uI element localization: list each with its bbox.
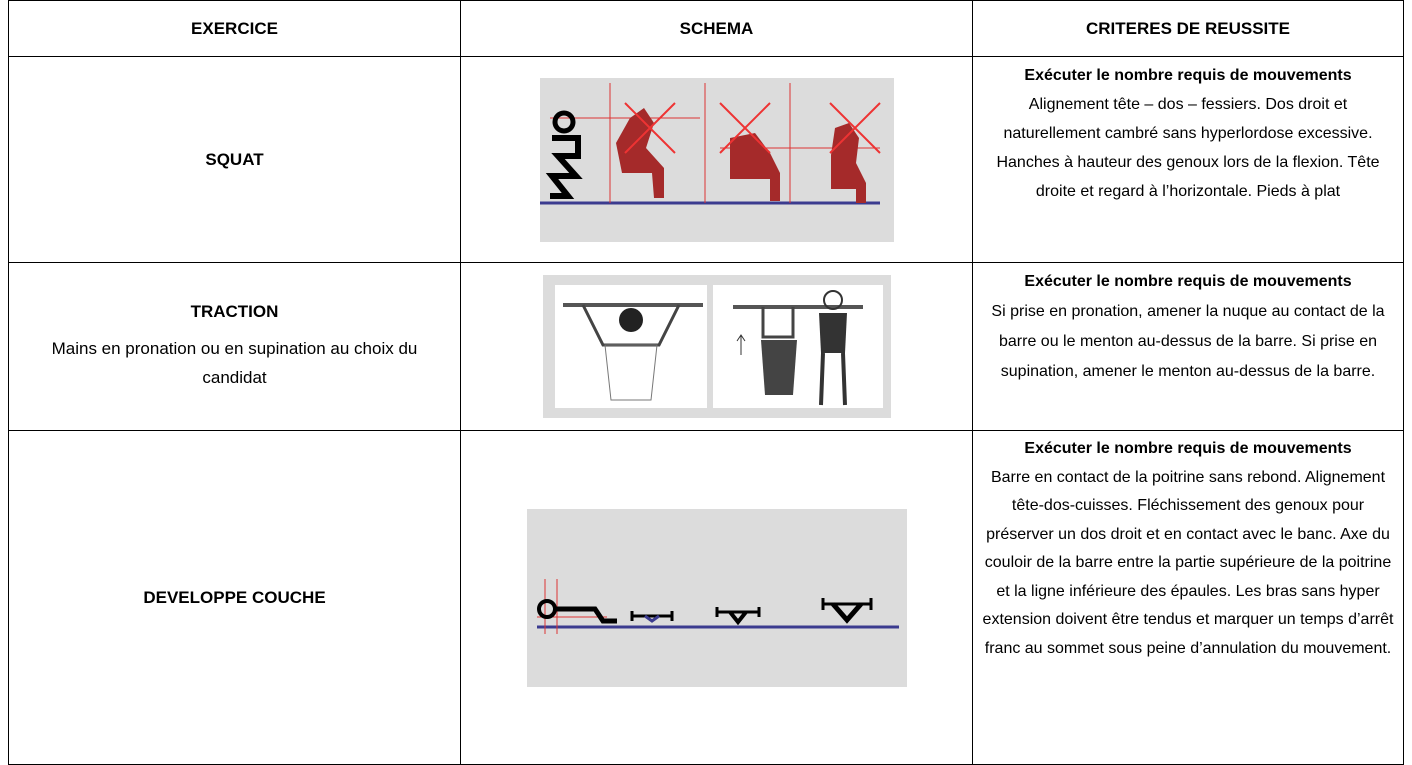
exercise-title: TRACTION xyxy=(190,301,279,321)
criteria-title: Exécuter le nombre requis de mouvements xyxy=(1024,67,1352,84)
criteria-title: Exécuter le nombre requis de mouvements xyxy=(1024,440,1352,457)
header-text: CRITERES DE REUSSITE xyxy=(1085,18,1291,38)
criteria-cell: Exécuter le nombre requis de mouvements … xyxy=(972,56,1404,263)
schema-cell xyxy=(460,430,973,765)
exercise-subtitle: Mains en pronation ou en supination au c… xyxy=(51,338,418,387)
exercise-title: DEVELOPPE COUCHE xyxy=(143,587,326,607)
exercise-cell: SQUAT xyxy=(8,56,461,263)
header-cell: EXERCICE xyxy=(8,0,461,57)
criteria-text: Alignement tête – dos – fessiers. Dos dr… xyxy=(996,96,1380,200)
exercise-cell: TRACTION Mains en pronation ou en supina… xyxy=(8,262,461,431)
schema-cell xyxy=(460,262,973,431)
header-cell: CRITERES DE REUSSITE xyxy=(972,0,1404,57)
traction-schema xyxy=(542,275,891,418)
header-text: EXERCICE xyxy=(191,18,278,38)
criteria-cell: Exécuter le nombre requis de mouvements … xyxy=(972,430,1404,765)
criteria-text: Barre en contact de la poitrine sans reb… xyxy=(982,468,1394,657)
exercise-cell: DEVELOPPE COUCHE xyxy=(8,430,461,765)
squat-schema xyxy=(539,77,894,242)
schema-cell xyxy=(460,56,973,263)
header-cell: SCHEMA xyxy=(460,0,973,57)
criteria-cell: Exécuter le nombre requis de mouvements … xyxy=(972,262,1404,431)
criteria-title: Exécuter le nombre requis de mouvements xyxy=(1024,273,1352,290)
bench-schema xyxy=(526,508,907,687)
criteria-text: Si prise en pronation, amener la nuque a… xyxy=(991,303,1385,380)
exercise-title: SQUAT xyxy=(205,149,264,169)
header-text: SCHEMA xyxy=(679,18,754,38)
